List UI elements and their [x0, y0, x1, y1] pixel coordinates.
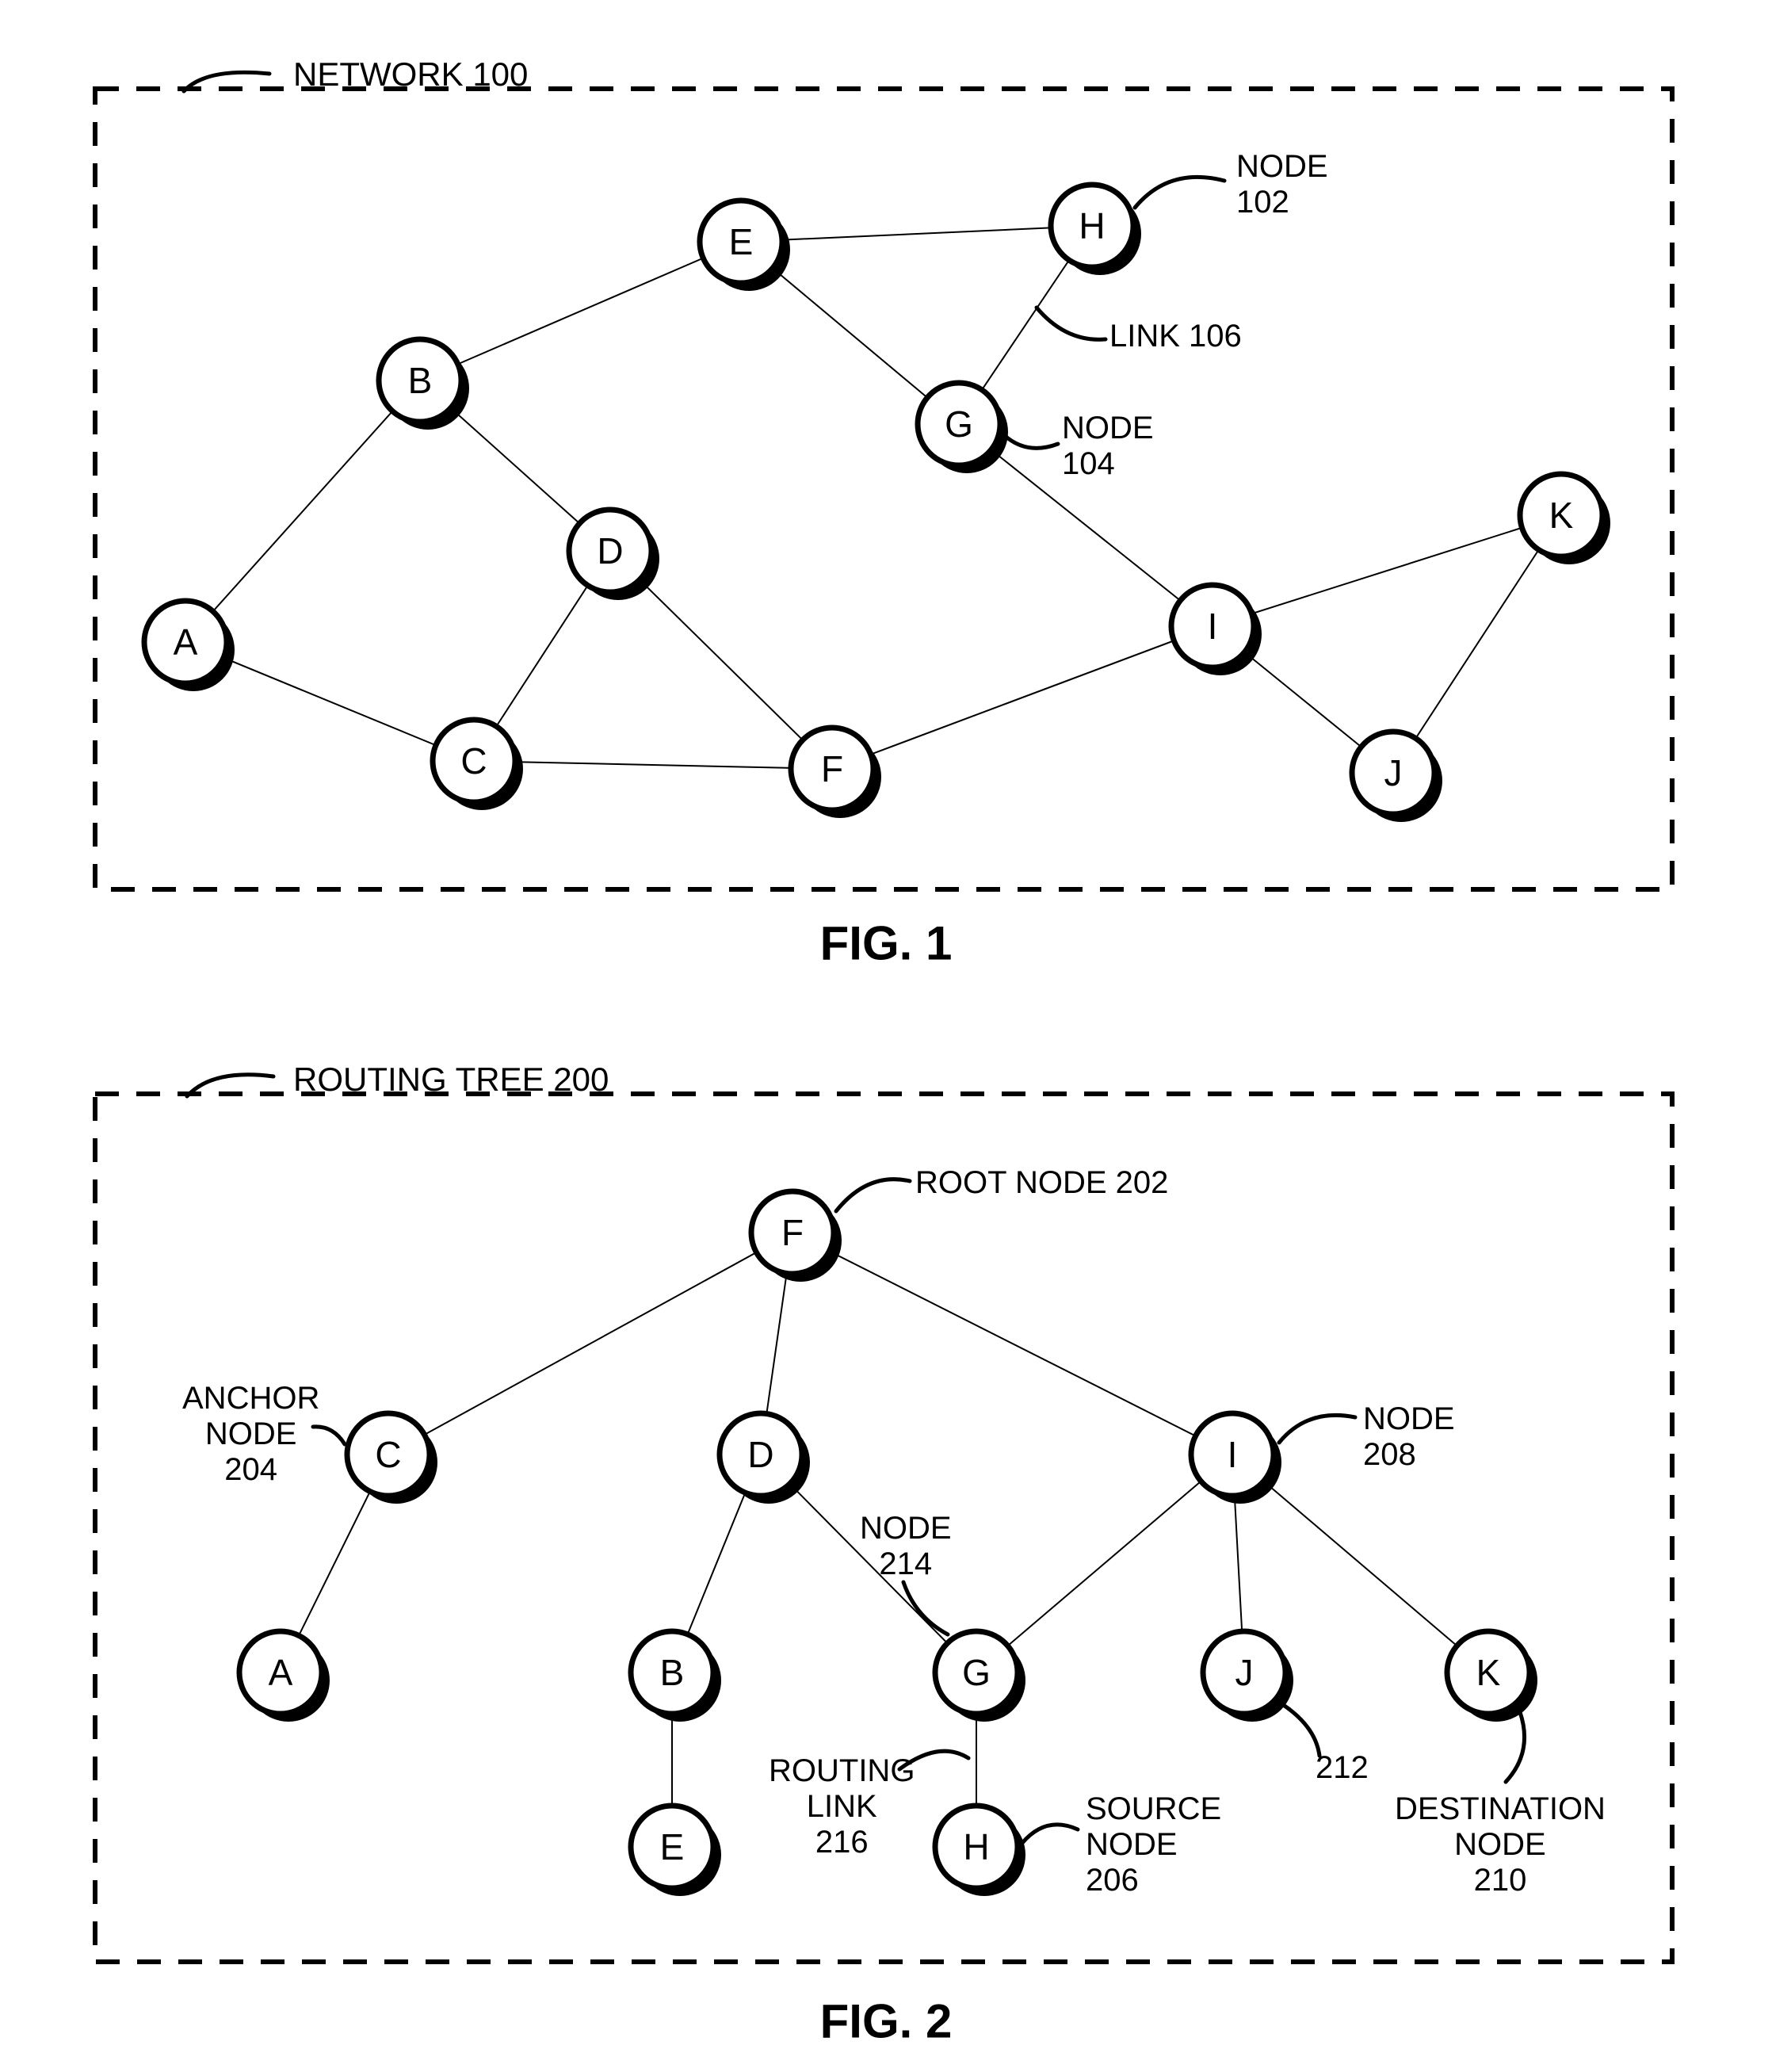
leader-line — [1506, 1712, 1525, 1782]
node-label: H — [1079, 205, 1105, 247]
leader-line — [836, 1179, 910, 1211]
figure-title: FIG. 2 — [820, 1994, 953, 2049]
annotation: NODE214 — [860, 1511, 952, 1582]
node-label: B — [660, 1652, 685, 1693]
node-label: E — [729, 221, 754, 262]
annotation: ROUTINGLINK216 — [769, 1753, 915, 1860]
node-label: J — [1384, 752, 1403, 793]
leader-line — [1022, 1825, 1078, 1843]
node-label: B — [408, 360, 433, 401]
node-label: G — [945, 403, 973, 445]
annotation: DESTINATIONNODE210 — [1395, 1791, 1606, 1898]
node-label: A — [174, 621, 198, 663]
edge — [388, 1233, 792, 1455]
node-label: J — [1235, 1652, 1254, 1693]
figure-title: FIG. 1 — [820, 916, 953, 971]
annotation: SOURCENODE206 — [1086, 1791, 1221, 1898]
annotation: NODE102 — [1236, 149, 1328, 220]
frame-label: ROUTING TREE 200 — [293, 1061, 609, 1099]
annotation: NODE104 — [1062, 411, 1154, 482]
node-label: E — [660, 1826, 685, 1867]
node-label: C — [460, 740, 487, 782]
node-label: D — [747, 1434, 773, 1475]
leader-line — [1135, 177, 1224, 208]
edge — [1393, 515, 1561, 773]
node-label: I — [1228, 1434, 1238, 1475]
annotation: LINK 106 — [1109, 319, 1242, 354]
edge — [741, 226, 1092, 242]
annotation: 212 — [1316, 1750, 1369, 1786]
leader-line — [1003, 434, 1058, 448]
annotation: ANCHORNODE204 — [182, 1381, 319, 1487]
node-label: K — [1476, 1652, 1501, 1693]
node-label: A — [269, 1652, 293, 1693]
node-label: H — [963, 1826, 989, 1867]
edge — [420, 242, 741, 380]
leader-line — [1279, 1415, 1355, 1443]
leader-line — [1037, 308, 1106, 339]
annotation: ROOT NODE 202 — [915, 1165, 1168, 1201]
edge — [832, 626, 1213, 769]
node-label: G — [962, 1652, 991, 1693]
edge — [185, 380, 420, 642]
node-label: F — [781, 1212, 804, 1253]
node-label: F — [821, 748, 843, 789]
leader-line — [903, 1582, 948, 1634]
annotation: NODE208 — [1363, 1401, 1455, 1473]
node-label: I — [1208, 606, 1218, 647]
edge — [792, 1233, 1232, 1455]
leader-line — [1282, 1704, 1319, 1756]
edge — [1213, 515, 1561, 626]
frame-label: NETWORK 100 — [293, 55, 528, 94]
node-label: C — [375, 1434, 401, 1475]
node-label: K — [1549, 495, 1574, 536]
edge — [474, 761, 832, 769]
node-label: D — [597, 530, 623, 572]
edge — [976, 1455, 1232, 1673]
